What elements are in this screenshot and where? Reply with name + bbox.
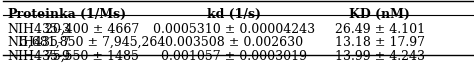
Text: 13.99 ± 4.243: 13.99 ± 4.243 [335,50,425,63]
Text: Protein: Protein [8,8,60,21]
Text: 20,400 ± 4667: 20,400 ± 4667 [46,23,139,36]
Text: 13.18 ± 17.97: 13.18 ± 17.97 [335,36,425,49]
Text: NIH435-9: NIH435-9 [8,50,71,63]
Text: KD (nM): KD (nM) [349,8,410,21]
Text: 0.003508 ± 0.002630: 0.003508 ± 0.002630 [164,36,303,49]
Text: kd (1/s): kd (1/s) [207,8,261,21]
Text: ka (1/Ms): ka (1/Ms) [59,8,126,21]
Text: NIH435-7: NIH435-7 [8,36,71,49]
Text: 0.001057 ± 0.0003019: 0.001057 ± 0.0003019 [161,50,307,63]
Text: 75,550 ± 1485: 75,550 ± 1485 [46,50,139,63]
Text: NIH435-3: NIH435-3 [8,23,71,36]
Text: 0.0005310 ± 0.00004243: 0.0005310 ± 0.00004243 [153,23,315,36]
Text: 5,681,850 ± 7,945,264: 5,681,850 ± 7,945,264 [20,36,165,49]
Text: 26.49 ± 4.101: 26.49 ± 4.101 [335,23,425,36]
